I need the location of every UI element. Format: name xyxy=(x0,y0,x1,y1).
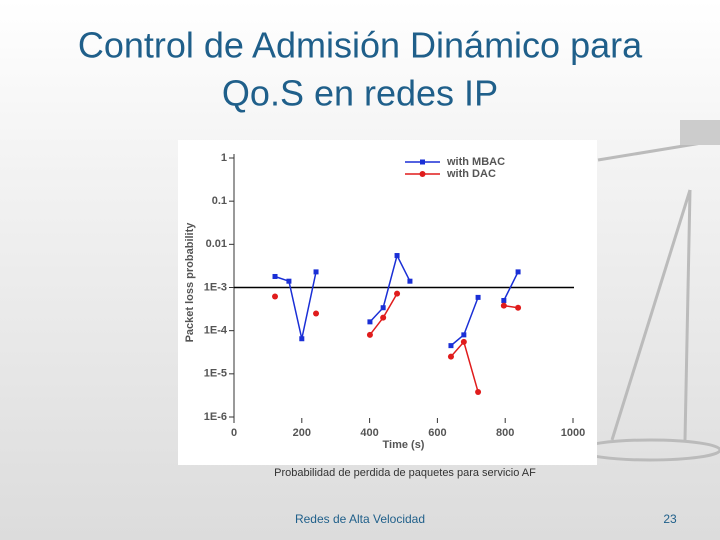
y-tick-label: 0.01 xyxy=(206,238,227,250)
point xyxy=(380,314,387,321)
chart-area xyxy=(178,140,597,465)
point xyxy=(286,278,292,284)
point xyxy=(394,253,400,259)
x-tick-label: 200 xyxy=(293,427,311,439)
y-tick-label: 1E-3 xyxy=(204,281,227,293)
y-tick-label: 1E-5 xyxy=(204,368,227,380)
x-tick-label: 400 xyxy=(360,427,378,439)
y-tick-label: 1E-6 xyxy=(204,411,227,423)
x-tick-label: 800 xyxy=(496,427,514,439)
slide-title: Control de Admisión Dinámico para xyxy=(78,25,643,66)
legend-label: with MBAC xyxy=(446,156,505,168)
point xyxy=(447,353,454,360)
point xyxy=(367,319,373,325)
point xyxy=(272,293,279,300)
point xyxy=(448,343,454,349)
point xyxy=(500,302,507,309)
x-tick-label: 0 xyxy=(231,427,237,439)
caption: Probabilidad de perdida de paquetes para… xyxy=(274,467,536,479)
slide-title: Qo.S en redes IP xyxy=(222,73,498,114)
y-axis-label: Packet loss probability xyxy=(184,222,196,343)
footer: Redes de Alta Velocidad xyxy=(295,512,425,526)
point xyxy=(313,269,319,275)
page-number: 23 xyxy=(663,512,677,526)
point xyxy=(515,269,521,275)
y-tick-label: 0.1 xyxy=(212,195,227,207)
point xyxy=(380,305,386,311)
x-axis-label: Time (s) xyxy=(383,439,425,451)
series-line xyxy=(274,253,519,347)
point xyxy=(407,278,413,284)
y-tick-label: 1 xyxy=(221,152,227,164)
legend-marker xyxy=(419,171,426,177)
legend-label: with DAC xyxy=(446,168,496,180)
point xyxy=(475,388,482,395)
point xyxy=(394,290,401,297)
point xyxy=(461,332,467,338)
point xyxy=(475,294,481,300)
point xyxy=(313,310,320,317)
point xyxy=(515,304,522,311)
point xyxy=(460,338,467,345)
legend-marker xyxy=(420,159,425,165)
point xyxy=(299,336,305,342)
y-tick-label: 1E-4 xyxy=(204,325,228,337)
scale-decoration xyxy=(578,120,720,462)
x-tick-label: 1000 xyxy=(561,427,585,439)
point xyxy=(272,273,278,279)
x-tick-label: 600 xyxy=(428,427,446,439)
point xyxy=(501,297,507,303)
plot: 1 0.1 0.01 1E-3 1E-4 1E-5 1E-6 0 200 400 600 800 100… xyxy=(184,152,585,451)
point xyxy=(366,331,373,338)
